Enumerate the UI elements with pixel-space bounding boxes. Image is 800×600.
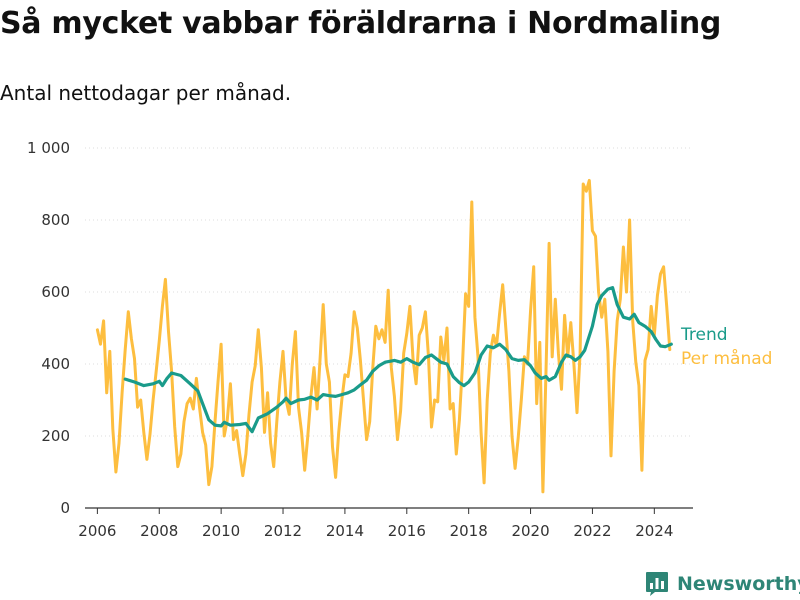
- monthly-line: [95, 178, 672, 494]
- y-tick-label: 200: [41, 427, 70, 445]
- x-tick-label: 2006: [78, 522, 116, 540]
- x-tick-label: 2016: [388, 522, 426, 540]
- y-tick-label: 600: [41, 283, 70, 301]
- x-tick-label: 2024: [635, 522, 673, 540]
- x-tick-label: 2022: [573, 522, 611, 540]
- axes: 0 200 400 600 800 1 000 2006 2008 2010 2012 2014 20…: [27, 139, 693, 540]
- y-tick-label: 400: [41, 355, 70, 373]
- chart-subtitle: Antal nettodagar per månad.: [0, 81, 292, 105]
- y-tick-label: 800: [41, 211, 70, 229]
- brand-name: Newsworthy: [677, 573, 800, 595]
- y-tick-label: 0: [60, 499, 70, 517]
- x-tick-label: 2020: [511, 522, 549, 540]
- trend-line: [123, 286, 673, 434]
- bar-chart-logo-icon: [646, 572, 668, 596]
- chart-title: Så mycket vabbar föräldrarna i Nordmalin…: [0, 6, 722, 41]
- trend-series-label: Trend: [680, 325, 728, 345]
- x-tick-label: 2014: [326, 522, 364, 540]
- monthly-series-label: Per månad: [681, 348, 772, 369]
- series-labels: Trend Per månad: [680, 325, 772, 369]
- x-tick-label: 2018: [450, 522, 488, 540]
- y-tick-label: 1 000: [27, 139, 70, 157]
- x-tick-label: 2008: [140, 522, 178, 540]
- x-tick-label: 2012: [264, 522, 302, 540]
- series-lines: [95, 178, 673, 494]
- brand-logo: Newsworthy: [645, 570, 800, 598]
- x-tick-label: 2010: [202, 522, 240, 540]
